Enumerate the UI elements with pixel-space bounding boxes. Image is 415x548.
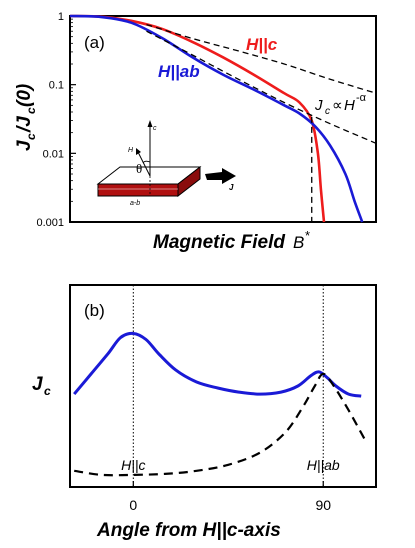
- b-star-label: B *: [293, 228, 310, 252]
- panel-b-reference-label: H||c: [121, 457, 145, 473]
- series-line-jc-h-h-ab: [146, 30, 377, 144]
- inset-theta-label: θ: [136, 161, 142, 176]
- series-line-h-ab: [69, 14, 364, 223]
- panel-a-y-tick-label: 0.1: [49, 80, 64, 92]
- svg-text:c: c: [44, 384, 51, 398]
- panel-b-series-solid: [73, 331, 362, 398]
- inset-slab-side: [177, 165, 201, 198]
- inset-diagram: c H θ a-b J: [96, 120, 236, 207]
- panel-b-reference-label: H||ab: [307, 457, 340, 473]
- svg-text:-α: -α: [356, 92, 367, 104]
- series-line-h-c: [69, 14, 326, 223]
- series-line-jc-h: [146, 23, 377, 94]
- svg-text:H: H: [344, 97, 355, 114]
- panel-b-x-tick-label: 90: [315, 497, 331, 513]
- panel-a-label: (a): [84, 33, 105, 52]
- inset-h-label: H: [128, 147, 134, 154]
- power-law-annotation: J c ∝ H -α: [314, 92, 367, 117]
- inset-j-label: J: [229, 183, 234, 192]
- svg-text:J: J: [14, 140, 35, 151]
- svg-text:(0): (0): [14, 84, 35, 107]
- panel-a-y-tick-label: 1: [58, 11, 64, 23]
- svg-text:c: c: [24, 107, 38, 114]
- svg-text:c: c: [24, 133, 38, 140]
- inset-ab-label: a-b: [130, 200, 140, 207]
- svg-text:/J: /J: [14, 116, 35, 133]
- panel-a-y-tick-label: 0.01: [43, 148, 64, 160]
- inset-slab-front: [97, 183, 179, 197]
- panel-a-plot-area: [69, 14, 377, 223]
- panel-b-axes: 0 90 H||c H||ab: [121, 285, 340, 513]
- inset-c-label: c: [153, 125, 157, 132]
- panel-b-series-dashed: [74, 372, 367, 477]
- svg-text:J: J: [314, 97, 323, 114]
- panel-a-x-axis-label: Magnetic Field: [153, 232, 285, 253]
- panel-b-x-tick-label: 0: [129, 497, 137, 513]
- panel-a-y-tick-label: 0.001: [36, 217, 64, 229]
- panel-b-plot-area: [73, 331, 367, 477]
- series-label-h-parallel-c: H||c: [246, 35, 278, 54]
- svg-text:c: c: [325, 106, 330, 117]
- panel-b-label: (b): [84, 301, 105, 320]
- svg-text:*: *: [305, 228, 310, 243]
- svg-text:J: J: [32, 374, 43, 395]
- inset-j-arrow: [205, 168, 236, 184]
- series-label-h-parallel-ab: H||ab: [158, 62, 200, 81]
- inset-h-vector: [137, 151, 151, 177]
- panel-b-y-axis-label: J c: [32, 374, 51, 398]
- svg-text:B: B: [293, 233, 304, 252]
- panel-b-frame: [69, 284, 377, 488]
- panel-a-frame: [69, 15, 377, 223]
- panel-a-axes: 1 0.1 0.01 0.001: [36, 11, 76, 229]
- panel-b-x-axis-label: Angle from H||c-axis: [96, 520, 281, 541]
- panel-a-y-axis-label: J c /J c (0): [14, 84, 38, 151]
- svg-text:∝: ∝: [332, 97, 343, 114]
